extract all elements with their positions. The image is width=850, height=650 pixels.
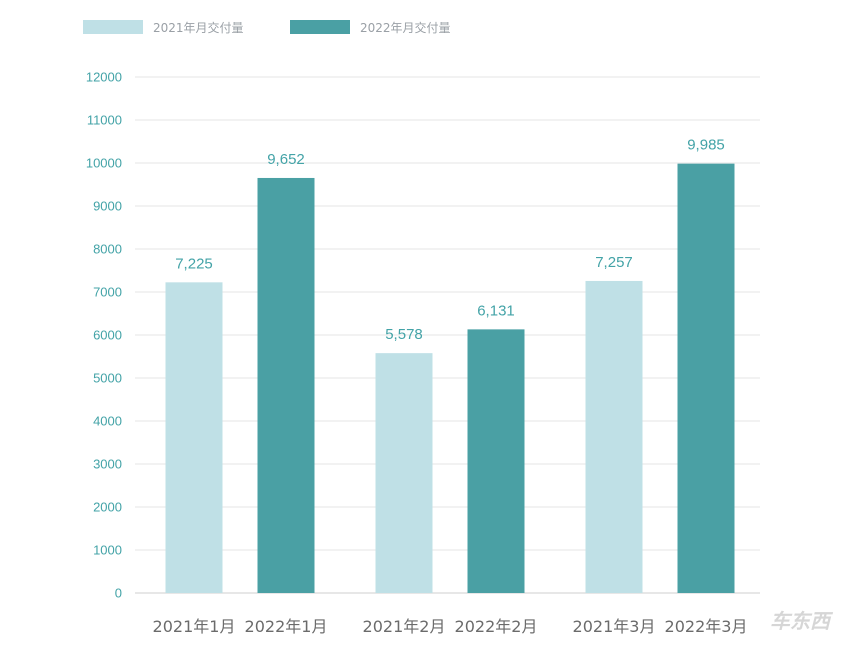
bar <box>585 280 643 593</box>
x-category-label: 2021年2月 <box>363 617 446 636</box>
x-axis-labels: 2021年1月 2022年1月 2021年2月 2022年2月 2021年3月 2022年… <box>153 617 748 636</box>
bar-value-label: 5,578 <box>385 326 423 343</box>
y-tick-label: 4000 <box>93 414 122 429</box>
x-category-label: 2022年1月 <box>245 617 328 636</box>
legend-label: 2021年月交付量 <box>153 20 244 35</box>
bar-value-label: 9,652 <box>267 151 305 168</box>
y-tick-label: 10000 <box>86 156 122 171</box>
x-category-label: 2022年3月 <box>665 617 748 636</box>
y-tick-label: 11000 <box>87 113 122 128</box>
y-tick-label: 6000 <box>93 328 122 343</box>
y-tick-label: 5000 <box>93 371 122 386</box>
bar-value-label: 7,225 <box>175 255 213 272</box>
bar <box>165 282 223 593</box>
legend-swatch <box>290 20 350 34</box>
legend: 2021年月交付量 2022年月交付量 <box>83 20 451 35</box>
y-tick-label: 8000 <box>93 242 122 257</box>
legend-swatch <box>83 20 143 34</box>
bar <box>677 163 735 593</box>
x-category-label: 2021年3月 <box>573 617 656 636</box>
y-tick-label: 2000 <box>93 500 122 515</box>
y-tick-label: 9000 <box>93 199 122 214</box>
legend-label: 2022年月交付量 <box>360 20 451 35</box>
bar-value-label: 9,985 <box>687 137 725 154</box>
x-category-label: 2022年2月 <box>455 617 538 636</box>
bar <box>375 353 433 593</box>
bar-value-label: 6,131 <box>477 302 515 319</box>
y-tick-label: 12000 <box>86 70 122 85</box>
watermark-logo: 车东西 <box>770 609 834 633</box>
bar <box>467 329 525 593</box>
y-axis-ticks: 0 1000 2000 3000 4000 5000 6000 7000 8000 9000 100… <box>86 70 122 601</box>
x-category-label: 2021年1月 <box>153 617 236 636</box>
y-tick-label: 7000 <box>93 285 122 300</box>
grid-layer <box>135 76 760 594</box>
y-tick-label: 0 <box>115 586 122 601</box>
y-tick-label: 1000 <box>93 543 122 558</box>
bar-value-label: 7,257 <box>595 254 633 271</box>
bar <box>257 177 315 594</box>
bars-layer <box>165 163 735 594</box>
data-labels-layer: 7,225 9,652 5,578 6,131 7,257 9,985 <box>175 137 725 344</box>
y-tick-label: 3000 <box>93 457 122 472</box>
